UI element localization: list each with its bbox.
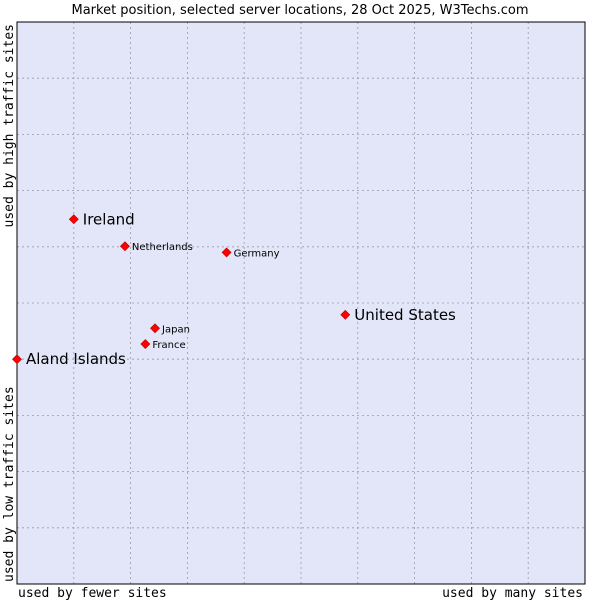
chart-title: Market position, selected server locatio… xyxy=(71,3,528,18)
plot-border xyxy=(16,21,586,585)
data-point-label: Netherlands xyxy=(132,242,193,253)
data-point-label: Ireland xyxy=(83,210,135,228)
data-point-label: Japan xyxy=(161,324,190,335)
data-point-marker xyxy=(150,323,160,334)
data-point-label: France xyxy=(152,340,185,351)
data-point-label: Germany xyxy=(234,248,280,259)
grid-lines xyxy=(17,22,585,584)
x-axis-label-right: used by many sites xyxy=(442,586,583,600)
data-point-marker xyxy=(68,214,79,225)
x-axis-label-left: used by fewer sites xyxy=(18,586,167,600)
data-points: Ireland Netherlands Germany United States Ja… xyxy=(12,210,456,368)
y-axis-label-top: used by high traffic sites xyxy=(2,24,17,228)
data-point-marker xyxy=(12,354,22,365)
data-point-marker xyxy=(119,241,130,252)
data-point-marker xyxy=(340,309,351,320)
y-axis-label-bottom: used by low traffic sites xyxy=(2,386,17,582)
data-point-marker xyxy=(140,339,151,349)
data-point-marker xyxy=(221,247,232,258)
data-point-label: United States xyxy=(354,306,456,324)
data-point-label: Aland Islands xyxy=(26,350,126,368)
